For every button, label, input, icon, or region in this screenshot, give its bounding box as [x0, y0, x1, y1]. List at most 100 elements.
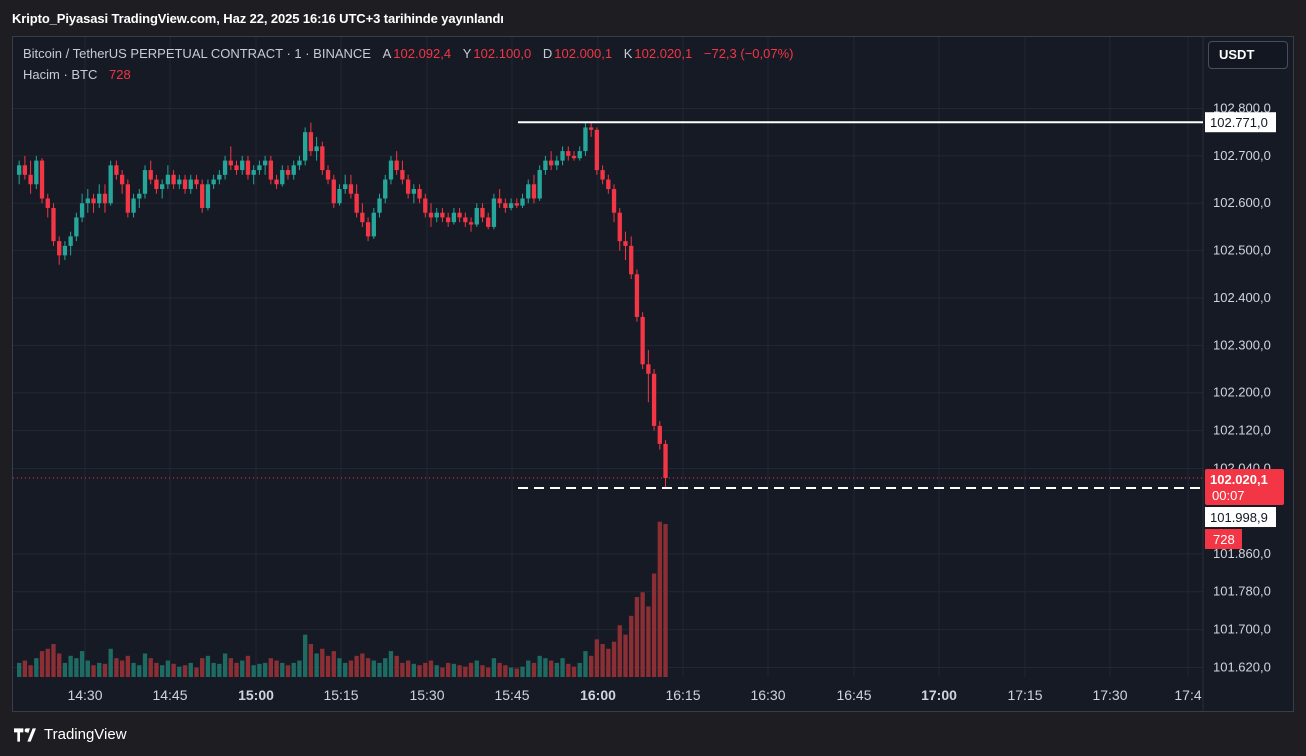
candle-body [411, 189, 416, 194]
candle-body [97, 193, 102, 204]
low-marker-label[interactable] [1205, 507, 1276, 528]
candle-body [325, 170, 331, 180]
low-marker-text: 101.998,9 [1210, 510, 1268, 525]
candle-body [137, 193, 142, 199]
volume-bar [51, 644, 56, 677]
candle-body [217, 174, 222, 180]
legend-close: 102.020,1 [634, 46, 693, 61]
candles [17, 122, 668, 488]
volume-bar [182, 665, 188, 677]
candle-body [577, 151, 582, 159]
legend-high-label: Y [462, 46, 472, 61]
price-tick-label: 101.860,0 [1213, 546, 1271, 561]
candle-body [348, 184, 354, 194]
volume-bar [148, 658, 153, 677]
volume-badge[interactable] [1205, 529, 1242, 550]
volume-bar [188, 662, 193, 677]
volume-bar [354, 655, 359, 677]
time-tick-label: 16:15 [665, 687, 700, 703]
volume-bar [337, 658, 342, 677]
candle-body [211, 179, 216, 185]
candle-body [91, 198, 96, 204]
volume-bar [463, 666, 468, 677]
candle-body [360, 212, 365, 223]
candle-body [394, 160, 399, 171]
high-marker-label[interactable] [1205, 112, 1276, 133]
volume-bar [314, 653, 319, 677]
last-price-label[interactable] [1205, 468, 1284, 505]
volume-bar [497, 662, 502, 677]
volume-badge-text: 728 [1213, 532, 1235, 547]
tradingview-logo[interactable]: TradingView [14, 726, 127, 743]
time-tick-label: 15:45 [494, 687, 529, 703]
volume-bar [537, 655, 542, 677]
volume-bar [394, 655, 399, 677]
volume-bar [79, 651, 85, 677]
volume-bar [411, 663, 416, 677]
legend-change: −72,3 (−0,07%) [703, 46, 794, 61]
candle-body [554, 160, 559, 166]
volume-bar [240, 660, 245, 677]
candle-body [57, 241, 62, 256]
candle-body [600, 170, 605, 180]
candle-body [451, 212, 457, 223]
candle-body [583, 127, 588, 152]
price-axis[interactable]: 102.800,0 102.700,0 102.600,0 102.500,0 102.… [1205, 100, 1284, 675]
candle-body [571, 155, 577, 159]
legend-volume-value: 728 [109, 67, 131, 82]
candle-body [257, 165, 262, 171]
volume-bar [617, 625, 622, 677]
chart-frame[interactable]: 102.800,0 102.700,0 102.600,0 102.500,0 102.… [12, 36, 1294, 712]
volume-bar [651, 573, 657, 677]
volume-bar [171, 663, 176, 677]
price-tick-label: 102.600,0 [1213, 195, 1271, 210]
candle-body [114, 165, 119, 175]
currency-button[interactable]: USDT [1208, 41, 1288, 69]
time-axis[interactable]: 14:30 14:45 15:00 15:15 15:30 15:45 16:00 16:15… [67, 687, 1201, 703]
volume-bar [577, 662, 582, 677]
candle-body [291, 165, 296, 175]
volume-bar [377, 662, 382, 677]
time-tick-label: 16:45 [836, 687, 871, 703]
volume-bars [17, 521, 668, 677]
volume-bar [468, 662, 474, 677]
volume-bar [274, 660, 279, 677]
time-tick-label: 17:30 [1092, 687, 1127, 703]
volume-bar [74, 658, 79, 677]
candle-body [623, 241, 628, 246]
candle-body [446, 217, 451, 223]
candlestick-chart[interactable]: 102.800,0 102.700,0 102.600,0 102.500,0 102.… [13, 37, 1293, 711]
volume-bar [629, 615, 634, 677]
high-marker-text: 102.771,0 [1210, 115, 1268, 130]
candle-body [383, 179, 388, 199]
time-tick-label: 16:00 [580, 687, 616, 703]
volume-bar [520, 666, 525, 677]
candle-body [62, 245, 68, 256]
price-tick-label: 101.700,0 [1213, 622, 1271, 637]
volume-bar [325, 655, 331, 677]
legend-symbol[interactable]: Bitcoin / TetherUS PERPETUAL CONTRACT · … [23, 46, 371, 61]
candle-body [182, 179, 188, 190]
volume-bar [308, 644, 314, 677]
candle-body [303, 132, 308, 161]
volume-bar [446, 662, 451, 677]
publish-caption: Kripto_Piyasasi TradingView.com, Haz 22,… [12, 11, 504, 26]
candle-body [331, 179, 336, 204]
volume-bar [137, 665, 142, 677]
candle-body [68, 236, 73, 246]
volume-bar [388, 651, 394, 677]
time-tick-label: 14:45 [152, 687, 187, 703]
candle-body [606, 179, 611, 190]
price-tick-label: 102.500,0 [1213, 243, 1271, 258]
legend-volume-label[interactable]: Hacim · BTC [23, 67, 98, 82]
candle-body [634, 274, 640, 317]
volume-bar [606, 648, 611, 677]
candle-body [188, 179, 193, 190]
volume-bar [474, 660, 479, 677]
volume-bar [245, 655, 251, 677]
volume-bar [371, 660, 376, 677]
candle-body [417, 189, 422, 199]
candle-body [377, 198, 382, 213]
volume-bar [291, 662, 296, 677]
price-tick-label: 102.300,0 [1213, 337, 1271, 352]
